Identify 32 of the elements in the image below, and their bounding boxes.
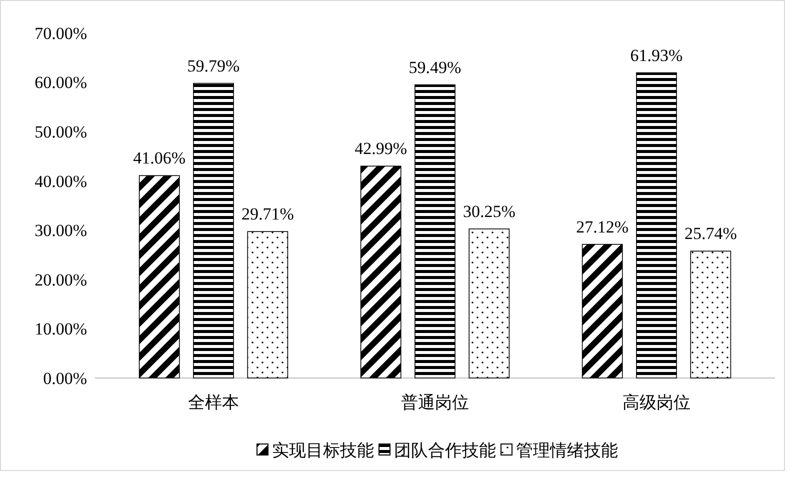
data-label: 25.74% (684, 224, 737, 244)
y-tick-label: 60.00% (34, 73, 87, 92)
bar (360, 166, 402, 378)
data-label: 59.49% (408, 58, 462, 77)
bar (247, 231, 288, 378)
x-tick-label: 普通岗位 (401, 393, 469, 412)
legend-label: 团队合作技能 (394, 440, 496, 460)
y-tick-label: 0.00% (43, 368, 87, 388)
data-label: 27.12% (576, 217, 629, 236)
data-label: 61.93% (630, 46, 683, 65)
data-label: 59.79% (187, 56, 240, 76)
data-label: 29.71% (241, 204, 294, 224)
bar (690, 250, 732, 378)
legend-label: 实现目标技能 (272, 440, 374, 460)
legend-label: 管理情绪技能 (516, 440, 618, 460)
data-label: 30.25% (462, 202, 516, 221)
bar (138, 175, 180, 378)
y-tick-label: 40.00% (34, 172, 87, 191)
bar (582, 244, 623, 378)
bar (636, 72, 677, 378)
y-tick-label: 10.00% (34, 320, 87, 339)
x-tick-label: 全样本 (188, 393, 239, 412)
bar (193, 82, 234, 378)
data-label: 42.99% (354, 139, 408, 158)
bar (414, 84, 456, 378)
y-tick-label: 70.00% (34, 24, 87, 43)
x-tick-label: 高级岗位 (622, 393, 690, 412)
y-tick-label: 20.00% (34, 270, 87, 290)
y-tick-label: 50.00% (34, 122, 87, 142)
bar (468, 228, 510, 378)
y-tick-label: 30.00% (34, 221, 87, 240)
data-label: 41.06% (133, 148, 186, 168)
